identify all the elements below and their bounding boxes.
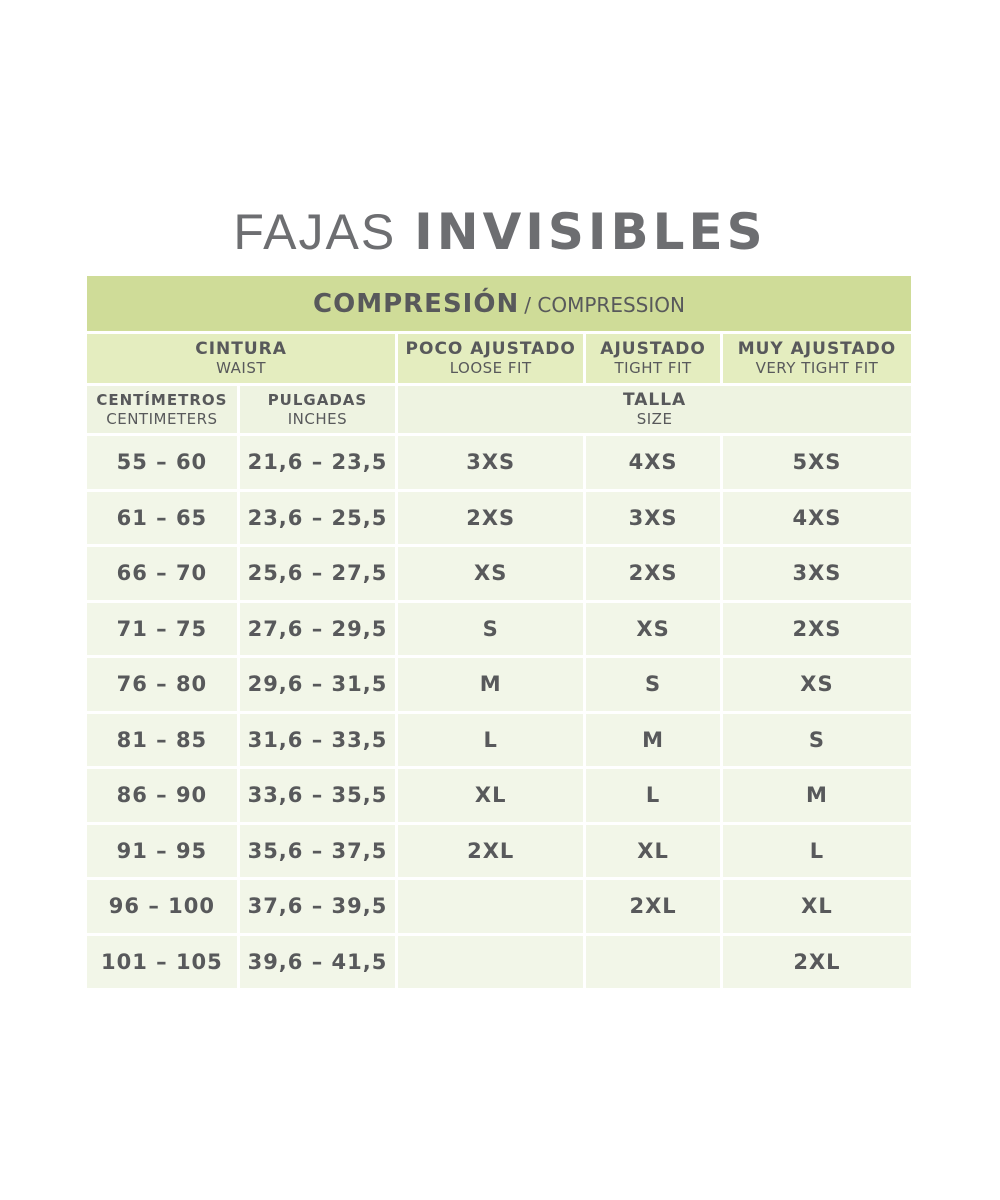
size-es: TALLA bbox=[622, 390, 687, 410]
cm-cell: 55 – 60 bbox=[87, 436, 237, 489]
cm-header: CENTÍMETROS CENTIMETERS bbox=[87, 386, 237, 433]
tight-fit-size-cell: 2XL bbox=[586, 880, 720, 933]
title-bold: INVISIBLES bbox=[414, 203, 767, 261]
unit-header-row: CENTÍMETROS CENTIMETERS PULGADAS INCHES TA… bbox=[87, 386, 911, 433]
table-row: 91 – 95 35,6 – 37,5 2XL XL L bbox=[87, 824, 911, 877]
loose-fit-size-cell bbox=[398, 935, 584, 988]
table-row: 86 – 90 33,6 – 35,5 XL L M bbox=[87, 769, 911, 822]
tight-fit-size-cell: 2XS bbox=[586, 547, 720, 600]
loose-fit-size-cell: 3XS bbox=[398, 436, 584, 489]
tight-fit-size-cell: XS bbox=[586, 602, 720, 655]
fit-en: TIGHT FIT bbox=[614, 359, 692, 377]
size-header: TALLA SIZE bbox=[398, 386, 911, 433]
waist-es: CINTURA bbox=[195, 339, 287, 359]
fit-en: VERY TIGHT FIT bbox=[755, 359, 879, 377]
loose-fit-size-cell: XL bbox=[398, 769, 584, 822]
fit-header-tight: AJUSTADO TIGHT FIT bbox=[586, 334, 720, 383]
table-row: 66 – 70 25,6 – 27,5 XS 2XS 3XS bbox=[87, 547, 911, 600]
loose-fit-size-cell: S bbox=[398, 602, 584, 655]
tight-fit-size-cell bbox=[586, 935, 720, 988]
inches-cell: 21,6 – 23,5 bbox=[239, 436, 396, 489]
loose-fit-size-cell: M bbox=[398, 658, 584, 711]
fit-es: POCO AJUSTADO bbox=[405, 339, 576, 359]
inches-cell: 33,6 – 35,5 bbox=[239, 769, 396, 822]
tight-fit-size-cell: M bbox=[586, 713, 720, 766]
waist-en: WAIST bbox=[216, 359, 267, 377]
very-tight-fit-size-cell: 2XS bbox=[722, 602, 911, 655]
table-row: 81 – 85 31,6 – 33,5 L M S bbox=[87, 713, 911, 766]
cm-cell: 101 – 105 bbox=[87, 935, 237, 988]
compression-en: / COMPRESSION bbox=[524, 292, 685, 317]
compression-es: COMPRESIÓN bbox=[313, 288, 520, 319]
cm-cell: 81 – 85 bbox=[87, 713, 237, 766]
cm-cell: 91 – 95 bbox=[87, 824, 237, 877]
compression-header: COMPRESIÓN / COMPRESSION bbox=[87, 276, 911, 331]
loose-fit-size-cell bbox=[398, 880, 584, 933]
loose-fit-size-cell: L bbox=[398, 713, 584, 766]
title-light: FAJAS bbox=[233, 204, 397, 260]
very-tight-fit-size-cell: M bbox=[722, 769, 911, 822]
cm-cell: 96 – 100 bbox=[87, 880, 237, 933]
inches-cell: 25,6 – 27,5 bbox=[239, 547, 396, 600]
tight-fit-size-cell: 3XS bbox=[586, 491, 720, 544]
fit-header-loose: POCO AJUSTADO LOOSE FIT bbox=[398, 334, 584, 383]
cm-cell: 76 – 80 bbox=[87, 658, 237, 711]
fit-header-very-tight: MUY AJUSTADO VERY TIGHT FIT bbox=[722, 334, 911, 383]
very-tight-fit-size-cell: XS bbox=[722, 658, 911, 711]
very-tight-fit-size-cell: S bbox=[722, 713, 911, 766]
in-es: PULGADAS bbox=[267, 391, 368, 409]
fit-es: AJUSTADO bbox=[600, 339, 706, 359]
table-row: 76 – 80 29,6 – 31,5 M S XS bbox=[87, 658, 911, 711]
cm-es: CENTÍMETROS bbox=[96, 391, 228, 409]
fit-header-row: CINTURA WAIST POCO AJUSTADO LOOSE FIT AJUS… bbox=[87, 334, 911, 383]
size-en: SIZE bbox=[636, 410, 673, 428]
fit-en: LOOSE FIT bbox=[449, 359, 532, 377]
waist-header: CINTURA WAIST bbox=[87, 334, 396, 383]
very-tight-fit-size-cell: 5XS bbox=[722, 436, 911, 489]
table-row: 71 – 75 27,6 – 29,5 S XS 2XS bbox=[87, 602, 911, 655]
tight-fit-size-cell: 4XS bbox=[586, 436, 720, 489]
inches-cell: 23,6 – 25,5 bbox=[239, 491, 396, 544]
tight-fit-size-cell: S bbox=[586, 658, 720, 711]
loose-fit-size-cell: 2XL bbox=[398, 824, 584, 877]
very-tight-fit-size-cell: 3XS bbox=[722, 547, 911, 600]
cm-cell: 66 – 70 bbox=[87, 547, 237, 600]
fit-es: MUY AJUSTADO bbox=[737, 339, 897, 359]
very-tight-fit-size-cell: L bbox=[722, 824, 911, 877]
very-tight-fit-size-cell: 4XS bbox=[722, 491, 911, 544]
tight-fit-size-cell: XL bbox=[586, 824, 720, 877]
compression-header-row: COMPRESIÓN / COMPRESSION bbox=[87, 276, 911, 331]
cm-cell: 71 – 75 bbox=[87, 602, 237, 655]
in-en: INCHES bbox=[287, 410, 348, 428]
size-chart-table: COMPRESIÓN / COMPRESSION CINTURA WAIST PO… bbox=[84, 273, 914, 991]
inches-header: PULGADAS INCHES bbox=[239, 386, 396, 433]
page-title: FAJAS INVISIBLES bbox=[0, 203, 1000, 261]
inches-cell: 37,6 – 39,5 bbox=[239, 880, 396, 933]
table-row: 101 – 105 39,6 – 41,5 2XL bbox=[87, 935, 911, 988]
cm-cell: 86 – 90 bbox=[87, 769, 237, 822]
table-row: 96 – 100 37,6 – 39,5 2XL XL bbox=[87, 880, 911, 933]
table-row: 55 – 60 21,6 – 23,5 3XS 4XS 5XS bbox=[87, 436, 911, 489]
inches-cell: 31,6 – 33,5 bbox=[239, 713, 396, 766]
cm-cell: 61 – 65 bbox=[87, 491, 237, 544]
inches-cell: 29,6 – 31,5 bbox=[239, 658, 396, 711]
table-row: 61 – 65 23,6 – 25,5 2XS 3XS 4XS bbox=[87, 491, 911, 544]
very-tight-fit-size-cell: XL bbox=[722, 880, 911, 933]
inches-cell: 39,6 – 41,5 bbox=[239, 935, 396, 988]
cm-en: CENTIMETERS bbox=[106, 410, 218, 428]
loose-fit-size-cell: 2XS bbox=[398, 491, 584, 544]
tight-fit-size-cell: L bbox=[586, 769, 720, 822]
inches-cell: 27,6 – 29,5 bbox=[239, 602, 396, 655]
loose-fit-size-cell: XS bbox=[398, 547, 584, 600]
inches-cell: 35,6 – 37,5 bbox=[239, 824, 396, 877]
very-tight-fit-size-cell: 2XL bbox=[722, 935, 911, 988]
